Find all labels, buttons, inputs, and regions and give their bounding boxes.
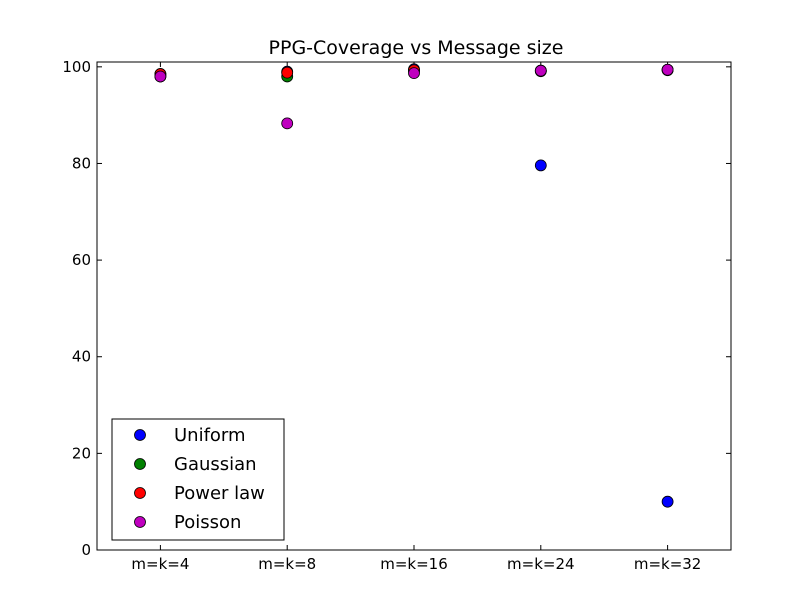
data-point [534,64,547,77]
legend-marker [134,487,146,499]
x-tick-label: m=k=16 [380,555,448,573]
x-tick-label: m=k=8 [258,555,316,573]
data-points [154,63,674,508]
axes: 0 20 40 60 80 100 m=k=4 m=k=8 m=k=16 m=k=24 m=k=32 [62,58,731,573]
data-point [154,70,167,83]
data-point [534,159,547,172]
series-poisson [154,63,674,130]
y-tick-label: 60 [72,251,91,269]
y-tick-label: 80 [72,154,91,172]
legend-label: Poisson [174,512,241,533]
data-point [408,67,420,80]
legend-label: Gaussian [174,454,257,475]
y-tick-label: 20 [72,444,91,462]
legend-label: Power law [174,483,265,504]
legend-marker [134,516,146,528]
plot-frame [96,61,732,551]
legend: Uniform Gaussian Power law Poisson [111,418,285,541]
data-point [281,117,294,130]
data-point [661,495,674,508]
chart-title: PPG-Coverage vs Message size [269,37,564,59]
legend-label: Uniform [174,425,246,446]
y-tick-label: 100 [62,58,91,76]
x-tick-label: m=k=4 [131,555,189,573]
y-tick-label: 0 [81,541,91,559]
legend-marker [134,458,146,470]
legend-marker [134,429,146,441]
x-tick-label: m=k=24 [507,555,575,573]
x-tick-label: m=k=32 [634,555,702,573]
y-tick-label: 40 [72,348,91,366]
data-point [661,63,674,76]
data-point [281,66,294,79]
